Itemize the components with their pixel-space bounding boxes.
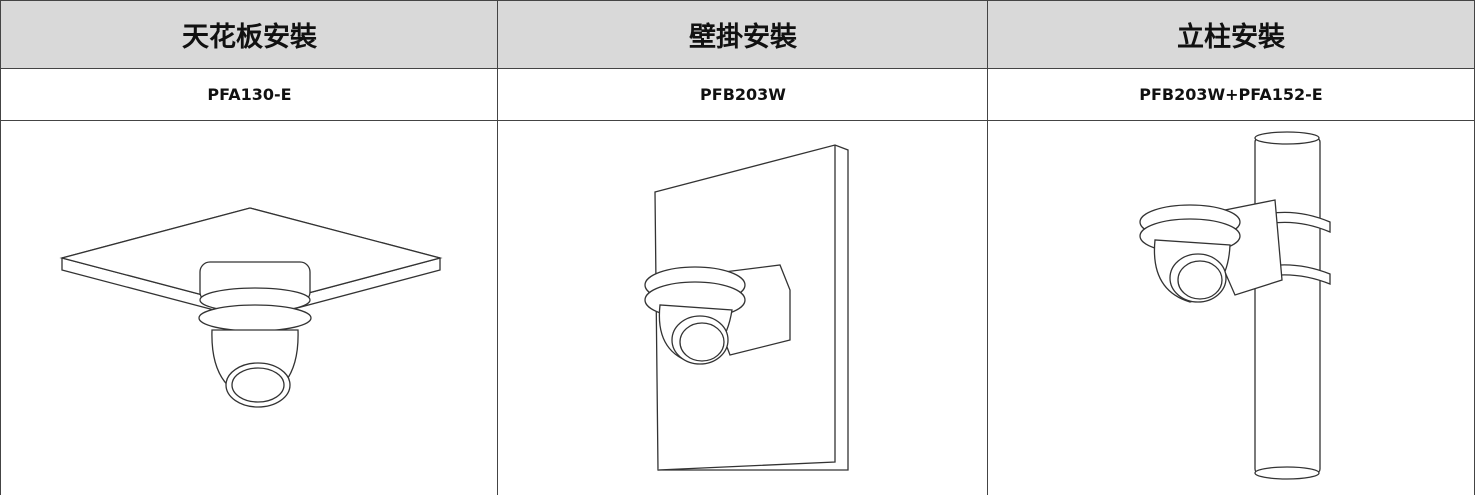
ceiling-illustration: [59, 207, 443, 408]
header-cell: 立柱安裝: [987, 0, 1475, 69]
model-cell: PFA130-E: [0, 68, 498, 121]
image-cell: [497, 120, 988, 495]
header-cell: 壁掛安裝: [497, 0, 988, 69]
header-cell: 天花板安裝: [0, 0, 498, 69]
pole-illustration: [1139, 131, 1331, 480]
image-cell: [0, 120, 498, 495]
wall-illustration: [644, 144, 849, 471]
model-cell: PFB203W: [497, 68, 988, 121]
